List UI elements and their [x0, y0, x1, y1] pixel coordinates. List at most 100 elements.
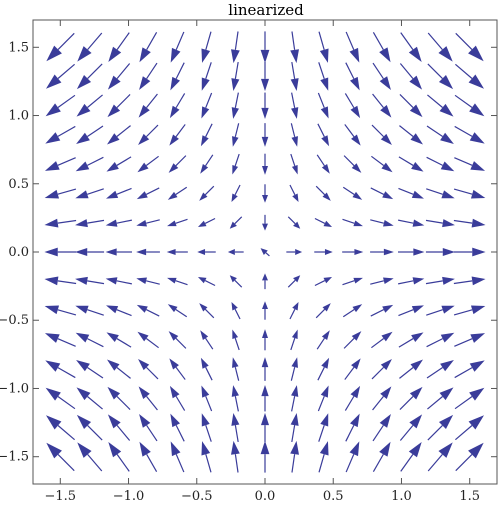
y-tick-label: 1.5	[8, 40, 29, 55]
arrow-shaft	[145, 187, 160, 195]
arrow-shaft	[426, 309, 443, 316]
arrow-head	[323, 220, 333, 228]
arrow-shaft	[265, 252, 270, 257]
arrow-shaft	[398, 156, 414, 166]
arrow-head	[76, 132, 90, 144]
arrow-shaft	[57, 454, 75, 472]
arrow-head	[382, 304, 394, 313]
field-arrow	[342, 218, 363, 227]
arrow-shaft	[116, 156, 132, 166]
field-arrow	[343, 331, 362, 349]
arrow-shaft	[427, 32, 443, 50]
arrow-shaft	[204, 280, 216, 287]
field-arrow	[231, 92, 239, 119]
arrow-shaft	[234, 123, 240, 138]
field-arrow	[45, 387, 76, 410]
field-arrow	[427, 442, 453, 472]
arrow-shaft	[291, 92, 296, 108]
field-arrow	[76, 94, 103, 117]
arrow-head	[75, 190, 89, 199]
arrow-head	[351, 134, 361, 146]
arrow-shaft	[316, 337, 325, 350]
arrow-head	[167, 220, 177, 227]
arrow-head	[137, 162, 149, 173]
arrow-head	[138, 359, 150, 371]
field-arrow	[167, 304, 188, 318]
arrow-head	[468, 45, 484, 62]
arrow-head	[470, 305, 486, 315]
field-arrow	[455, 63, 485, 89]
arrow-head	[106, 305, 119, 314]
arrow-head	[261, 107, 269, 120]
arrow-shaft	[318, 425, 325, 442]
arrow-shaft	[315, 185, 326, 196]
field-arrow	[427, 414, 454, 441]
arrow-shaft	[318, 454, 325, 473]
arrow-shaft	[317, 92, 325, 109]
field-arrow	[262, 329, 268, 351]
arrow-head	[320, 106, 329, 119]
arrow-head	[290, 440, 299, 455]
arrow-head	[166, 249, 176, 255]
arrow-shaft	[205, 123, 213, 138]
arrow-head	[46, 442, 62, 459]
field-arrow	[427, 387, 454, 410]
arrow-shaft	[314, 217, 326, 224]
arrow-shaft	[453, 219, 473, 224]
field-arrow	[137, 155, 159, 173]
field-arrow	[108, 442, 130, 472]
arrow-shaft	[454, 125, 473, 137]
arrow-shaft	[145, 309, 160, 317]
arrow-head	[350, 385, 361, 399]
arrow-shaft	[291, 31, 296, 50]
arrow-shaft	[316, 154, 325, 167]
arrow-head	[170, 76, 180, 91]
arrow-head	[169, 358, 179, 370]
field-arrow	[425, 219, 455, 228]
arrow-head	[353, 220, 363, 227]
arrow-shaft	[345, 31, 355, 50]
arrow-head	[139, 76, 151, 90]
arrow-head	[290, 78, 299, 91]
field-arrow	[169, 93, 186, 119]
field-arrow	[170, 62, 185, 91]
arrow-shaft	[398, 187, 414, 195]
arrow-head	[231, 440, 240, 455]
field-arrow	[400, 442, 422, 472]
arrow-shaft	[314, 280, 326, 287]
field-arrow	[232, 329, 240, 351]
field-arrow	[231, 301, 241, 320]
arrow-shaft	[454, 94, 473, 108]
field-arrow	[371, 124, 392, 145]
arrow-head	[468, 74, 485, 89]
x-tick-label: −0.5	[181, 489, 213, 504]
field-arrow	[229, 216, 243, 229]
arrow-head	[107, 414, 121, 429]
arrow-shaft	[87, 188, 104, 195]
field-arrows	[44, 31, 486, 473]
field-arrow	[44, 247, 77, 257]
field-arrow	[107, 414, 131, 441]
arrow-head	[201, 77, 210, 91]
field-arrow	[314, 276, 333, 287]
arrow-head	[75, 161, 90, 172]
field-arrow	[169, 385, 186, 411]
arrow-shaft	[289, 308, 296, 320]
arrow-shaft	[290, 153, 296, 167]
field-arrow	[261, 123, 269, 147]
arrow-shaft	[342, 308, 355, 318]
field-arrow	[425, 276, 455, 285]
arrow-head	[469, 387, 485, 401]
field-arrow	[345, 31, 360, 63]
field-arrow	[107, 359, 131, 379]
arrow-head	[77, 442, 92, 458]
field-arrow	[232, 153, 240, 175]
field-arrow	[342, 249, 364, 255]
arrow-head	[381, 331, 393, 342]
arrow-shaft	[146, 124, 159, 138]
field-arrow	[453, 247, 486, 257]
field-arrow	[138, 359, 159, 380]
arrow-shaft	[427, 396, 443, 410]
field-arrow	[289, 184, 299, 203]
arrow-head	[352, 191, 363, 200]
